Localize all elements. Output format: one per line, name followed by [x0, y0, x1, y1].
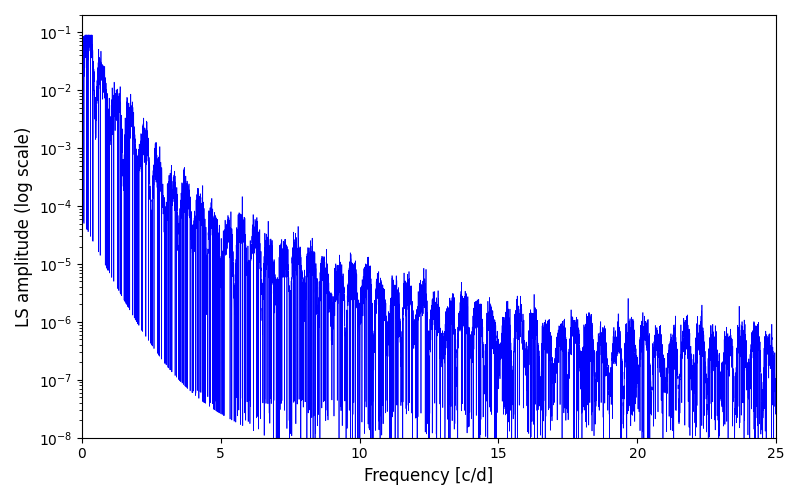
Y-axis label: LS amplitude (log scale): LS amplitude (log scale): [15, 126, 33, 326]
X-axis label: Frequency [c/d]: Frequency [c/d]: [364, 467, 494, 485]
